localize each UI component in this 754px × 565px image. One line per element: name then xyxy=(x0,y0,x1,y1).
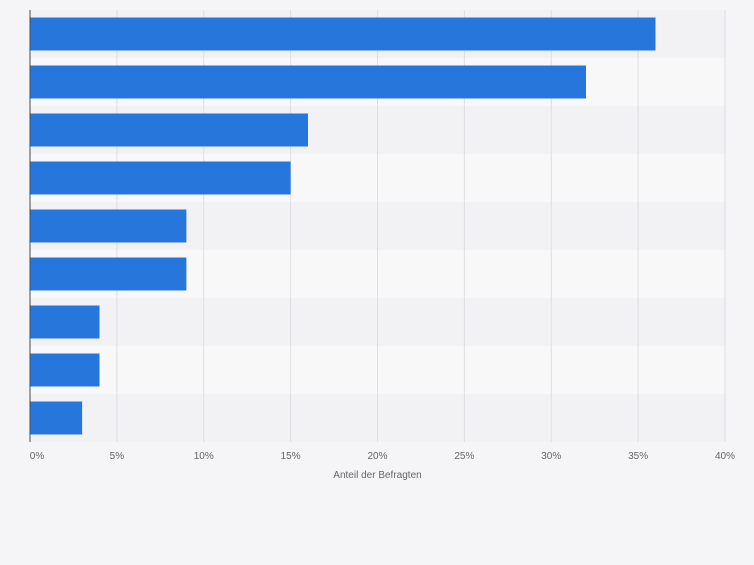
bar xyxy=(30,257,187,291)
x-tick-label: 35% xyxy=(628,451,648,462)
x-tick-label: 0% xyxy=(30,451,45,462)
bar xyxy=(30,17,656,51)
bar xyxy=(30,305,100,339)
x-tick-label: 30% xyxy=(541,451,561,462)
bars xyxy=(30,17,656,435)
x-tick-label: 5% xyxy=(110,451,125,462)
bar xyxy=(30,353,100,387)
bar xyxy=(30,113,308,147)
bar xyxy=(30,65,586,99)
x-axis-tick-labels: 0% 5% 10% 15% 20% 25% 30% 35% 40% xyxy=(30,451,735,462)
x-tick-label: 40% xyxy=(715,451,735,462)
bar xyxy=(30,161,291,195)
bar xyxy=(30,401,83,435)
x-tick-label: 25% xyxy=(454,451,474,462)
bar xyxy=(30,209,187,243)
x-tick-label: 10% xyxy=(194,451,214,462)
x-tick-label: 15% xyxy=(281,451,301,462)
x-tick-label: 20% xyxy=(367,451,387,462)
x-axis-title: Anteil der Befragten xyxy=(333,470,421,481)
